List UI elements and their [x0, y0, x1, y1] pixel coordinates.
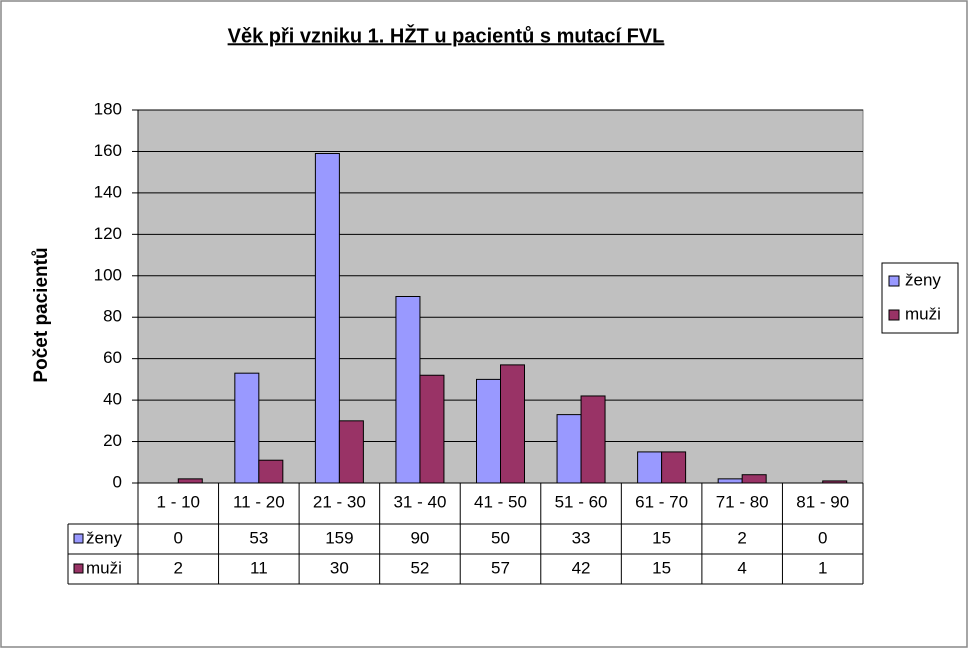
y-tick-label: 20 [103, 431, 122, 450]
table-value: 42 [572, 558, 591, 577]
table-legend-key [73, 533, 84, 544]
table-value: 57 [491, 558, 510, 577]
bar [580, 395, 606, 484]
x-tick-label: 31 - 40 [393, 492, 446, 511]
table-value: 90 [410, 528, 429, 547]
y-tick-label: 40 [103, 390, 122, 409]
bar [500, 364, 525, 484]
table-row-label: muži [86, 558, 122, 577]
y-tick-label: 120 [94, 224, 122, 243]
legend-label: muži [905, 304, 941, 323]
y-tick-label: 0 [113, 472, 122, 491]
table-value: 50 [491, 528, 510, 547]
y-tick-label: 60 [103, 348, 122, 367]
bar [661, 451, 687, 484]
y-tick-label: 100 [94, 265, 122, 284]
table-value: 159 [325, 528, 353, 547]
bar [395, 296, 421, 484]
y-tick-label: 180 [94, 99, 122, 118]
legend-key [888, 275, 900, 287]
x-tick-label: 61 - 70 [635, 492, 688, 511]
y-axis-label: Počet pacientů [31, 247, 52, 382]
table-row-label: ženy [86, 528, 122, 547]
x-tick-label: 21 - 30 [313, 492, 366, 511]
table-value: 0 [174, 528, 183, 547]
bar [419, 374, 445, 484]
chart-title: Věk při vzniku 1. HŽT u pacientů s mutac… [228, 23, 665, 47]
table-value: 4 [737, 558, 746, 577]
table-value: 1 [818, 558, 827, 577]
bar [258, 459, 284, 484]
legend-box [881, 262, 959, 334]
table-value: 30 [330, 558, 349, 577]
table-value: 33 [572, 528, 591, 547]
x-tick-label: 1 - 10 [157, 492, 200, 511]
bar [637, 451, 663, 484]
bar [177, 478, 203, 484]
table-value: 11 [250, 558, 268, 577]
table-legend-key [73, 563, 84, 574]
bar [476, 378, 501, 484]
x-tick-label: 51 - 60 [555, 492, 608, 511]
x-tick-label: 71 - 80 [716, 492, 769, 511]
bar [556, 414, 582, 484]
bar [717, 478, 743, 484]
table-value: 15 [652, 558, 671, 577]
table-value: 0 [818, 528, 827, 547]
bar [314, 153, 340, 484]
table-value: 2 [737, 528, 746, 547]
bar [741, 474, 767, 484]
x-tick-label: 11 - 20 [233, 492, 285, 511]
legend-key [888, 309, 900, 321]
y-tick-label: 160 [94, 141, 122, 160]
x-tick-label: 41 - 50 [474, 492, 527, 511]
table-value: 2 [174, 558, 183, 577]
y-tick-label: 140 [94, 182, 122, 201]
table-value: 52 [410, 558, 429, 577]
x-tick-label: 81 - 90 [796, 492, 849, 511]
table-value: 15 [652, 528, 671, 547]
bar [338, 420, 364, 484]
legend-label: ženy [905, 270, 941, 289]
table-value: 53 [249, 528, 268, 547]
bar [234, 372, 260, 484]
y-tick-label: 80 [103, 307, 122, 326]
